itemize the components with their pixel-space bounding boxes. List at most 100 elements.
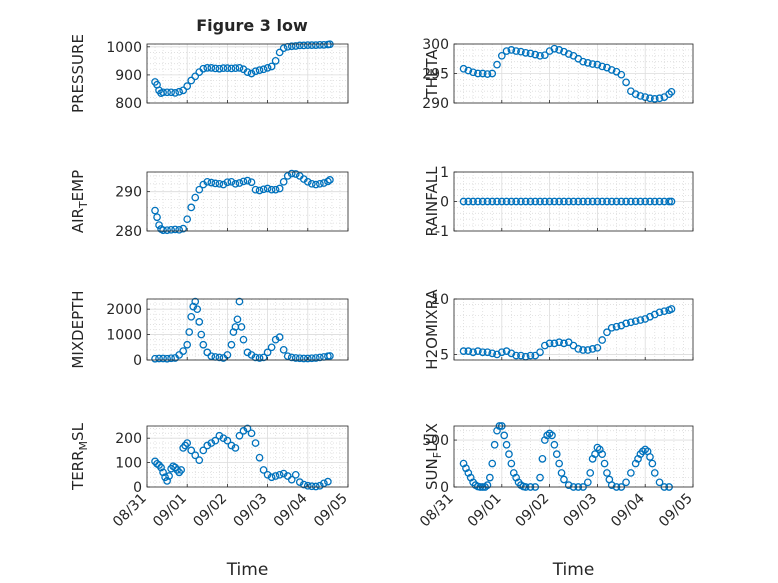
- data-point: [231, 444, 240, 452]
- data-point: [183, 340, 192, 349]
- data-point: [545, 197, 554, 206]
- data-point: [469, 197, 477, 206]
- y-axis-label: RAINFALL: [423, 166, 441, 237]
- data-point: [517, 47, 525, 56]
- data-point: [622, 78, 630, 87]
- data-point: [500, 431, 509, 440]
- y-tick-label: 300: [422, 37, 449, 53]
- y-tick-label: 500: [422, 433, 449, 449]
- data-point: [636, 197, 645, 206]
- subplot-mixdepth: 0 1000 2000 MIXDEPTH: [69, 290, 349, 369]
- data-point: [488, 349, 497, 358]
- data-point: [627, 469, 635, 477]
- data-point: [316, 179, 324, 188]
- data-point: [612, 322, 621, 331]
- data-point: [215, 179, 224, 188]
- y-axis-label: TERRMSL: [69, 422, 90, 491]
- data-point: [324, 177, 332, 186]
- data-point: [588, 197, 597, 206]
- data-point: [667, 305, 676, 313]
- data-point: [598, 450, 607, 459]
- data-point: [603, 328, 611, 337]
- axes-box: [146, 298, 349, 361]
- data-point: [287, 353, 296, 362]
- data-point: [243, 424, 252, 433]
- data-point: [574, 345, 583, 353]
- data-point: [464, 197, 473, 206]
- data-point: [521, 197, 530, 206]
- data-point: [459, 197, 468, 206]
- data-point: [474, 69, 482, 78]
- data-point: [557, 469, 566, 477]
- data-point: [490, 440, 499, 449]
- data-point: [295, 354, 304, 363]
- data-point: [598, 62, 607, 71]
- data-point: [536, 197, 544, 206]
- data-point: [646, 94, 654, 103]
- data-point: [307, 179, 316, 188]
- data-point: [231, 179, 240, 188]
- data-point: [251, 439, 260, 447]
- data-point: [560, 197, 568, 206]
- data-point: [579, 346, 587, 354]
- data-point: [183, 215, 192, 224]
- data-point: [255, 186, 264, 195]
- data-point: [311, 41, 320, 49]
- data-point: [179, 86, 188, 95]
- data-point: [299, 354, 308, 363]
- data-point: [175, 87, 184, 96]
- data-point: [207, 439, 216, 447]
- data-point: [287, 42, 296, 51]
- data-point: [598, 336, 607, 344]
- data-point: [311, 354, 320, 362]
- y-tick-label: 900: [115, 68, 142, 84]
- data-point: [203, 441, 212, 450]
- data-point: [631, 197, 640, 206]
- data-point: [307, 482, 316, 491]
- data-point: [550, 440, 559, 449]
- data-point: [478, 69, 487, 78]
- data-point: [631, 90, 640, 99]
- data-point: [183, 82, 192, 90]
- data-point: [307, 354, 316, 363]
- data-point: [555, 197, 564, 206]
- y-axis-label: H2OMIXRA: [423, 289, 441, 370]
- data-point: [199, 340, 208, 349]
- data-point: [179, 224, 188, 233]
- data-point: [588, 60, 597, 68]
- data-point: [550, 339, 559, 348]
- y-tick-label: 200: [115, 431, 142, 447]
- data-point: [607, 481, 616, 489]
- data-point: [667, 197, 676, 206]
- data-point: [540, 51, 549, 60]
- data-point: [483, 348, 492, 357]
- data-point: [526, 197, 535, 206]
- data-point: [191, 72, 200, 81]
- data-point: [203, 177, 212, 186]
- data-point: [531, 50, 540, 59]
- data-point: [603, 197, 611, 206]
- data-point: [593, 197, 602, 206]
- data-point: [598, 197, 607, 206]
- data-point: [655, 197, 664, 206]
- data-point: [483, 481, 492, 489]
- data-point: [171, 89, 179, 97]
- data-point: [271, 57, 280, 65]
- data-point: [636, 316, 645, 324]
- data-series: [151, 424, 332, 491]
- data-point: [185, 328, 194, 336]
- x-tick-label: 09/03: [231, 491, 271, 531]
- data-series: [151, 169, 334, 235]
- y-axis-label: MIXDEPTH: [69, 290, 87, 368]
- data-point: [526, 49, 535, 58]
- data-point: [459, 347, 468, 355]
- data-point: [233, 315, 242, 324]
- data-series: [151, 40, 334, 98]
- y-tick-label: 1000: [106, 328, 142, 344]
- data-point: [199, 64, 208, 73]
- data-point: [665, 90, 673, 99]
- data-point: [267, 473, 276, 482]
- data-point: [478, 348, 487, 357]
